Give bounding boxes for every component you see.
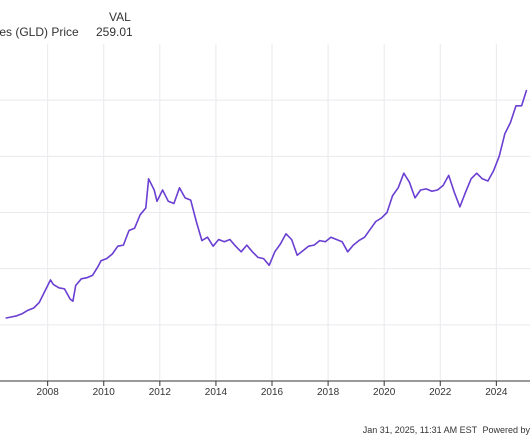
horizontal-gridlines (0, 99, 530, 326)
x-tick-label-2010: 2010 (93, 387, 116, 398)
x-tick-label-2022: 2022 (429, 387, 452, 398)
legend-series-value: 259.01 (96, 25, 133, 39)
series-line-gld-price[interactable] (5, 89, 528, 319)
x-tick-label-2024: 2024 (485, 387, 508, 398)
timestamp: Jan 31, 2025, 11:31 AM EST (362, 425, 477, 435)
x-tick-label-2008: 2008 (37, 387, 60, 398)
x-tick-label-2020: 2020 (373, 387, 396, 398)
legend-value-header: VAL (109, 10, 131, 24)
x-tick-label-2012: 2012 (149, 387, 172, 398)
vertical-gridlines (47, 44, 497, 381)
x-tick-label-2016: 2016 (261, 387, 284, 398)
x-tick-label-2018: 2018 (317, 387, 340, 398)
x-tick-label-2014: 2014 (205, 387, 228, 398)
legend-series-label[interactable]: hares (GLD) Price (0, 25, 79, 39)
powered-by-link[interactable]: Powered by (482, 425, 530, 435)
x-axis-ticks: 2008 2010 2012 2014 2016 2018 2020 2022 2024 (37, 381, 508, 398)
chart-footer: Jan 31, 2025, 11:31 AM EST Powered by (360, 425, 530, 435)
